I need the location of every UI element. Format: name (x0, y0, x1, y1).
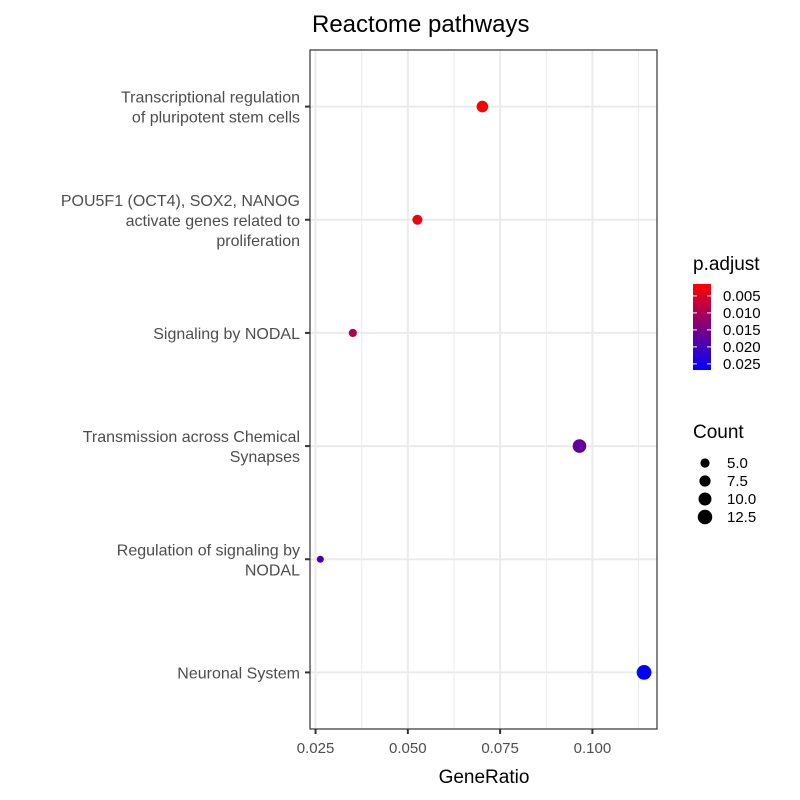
size-legend-circle (700, 458, 710, 468)
color-legend-label: 0.020 (723, 339, 761, 356)
x-tick-label: 0.075 (481, 740, 519, 757)
y-tick-label-line: Transcriptional regulation (121, 90, 300, 107)
data-point (412, 214, 423, 225)
y-tick-label: POU5F1 (OCT4), SOX2, NANOG activate genes… (61, 193, 300, 250)
size-legend-circle (698, 492, 712, 506)
color-legend-bar (693, 284, 711, 370)
size-legend-label: 7.5 (727, 473, 748, 490)
color-legend-label: 0.010 (723, 305, 761, 322)
color-legend-label: 0.005 (723, 288, 761, 305)
size-legend: Count 5.07.510.012.5 (693, 422, 756, 526)
size-legend-title: Count (693, 422, 744, 443)
data-point (348, 328, 357, 338)
y-tick-label: Neuronal System (177, 665, 300, 682)
x-axis-label: GeneRatio (439, 767, 530, 788)
plot-panel (309, 49, 658, 730)
y-tick-label-line: of pluripotent stem cells (132, 110, 300, 127)
chart-title: Reactome pathways (312, 11, 529, 38)
color-legend-label: 0.015 (723, 322, 761, 339)
size-legend-label: 10.0 (727, 491, 756, 508)
size-legend-label: 5.0 (727, 455, 748, 472)
x-axis-ticks: 0.025 0.050 0.075 0.100 (297, 729, 611, 757)
x-tick-label: 0.050 (389, 740, 427, 757)
y-tick-label-line: NODAL (245, 562, 300, 579)
y-tick-label: Transmission across Chemical Synapses (83, 429, 300, 466)
y-axis-ticks: Transcriptional regulation of pluripotent… (61, 90, 310, 682)
size-legend-label: 12.5 (727, 509, 756, 526)
y-tick-label-line: Synapses (230, 449, 300, 466)
data-point (476, 100, 489, 113)
panel-border (309, 49, 658, 730)
y-tick-label: Signaling by NODAL (153, 326, 300, 343)
y-tick-label: Regulation of signaling by NODAL (117, 542, 300, 579)
y-tick-label-line: Neuronal System (177, 665, 300, 682)
size-legend-circle (697, 509, 713, 525)
size-legend-circle (699, 475, 711, 487)
y-tick-label-line: Transmission across Chemical (83, 429, 300, 446)
y-tick-label-line: Signaling by NODAL (153, 326, 300, 343)
color-legend-title: p.adjust (693, 254, 760, 275)
x-tick-label: 0.100 (574, 740, 612, 757)
data-point (636, 665, 652, 680)
data-point (316, 555, 324, 563)
y-tick-label: Transcriptional regulation of pluripotent… (121, 90, 300, 127)
x-tick-label: 0.025 (297, 740, 335, 757)
y-tick-label-line: POU5F1 (OCT4), SOX2, NANOG (61, 193, 300, 210)
data-points (316, 100, 652, 680)
data-point (572, 439, 587, 453)
panel-background (310, 50, 657, 729)
y-tick-label-line: activate genes related to (126, 213, 300, 230)
color-legend-label: 0.025 (723, 356, 761, 373)
y-tick-label-line: Regulation of signaling by (117, 542, 300, 559)
y-tick-label-line: proliferation (216, 233, 300, 250)
